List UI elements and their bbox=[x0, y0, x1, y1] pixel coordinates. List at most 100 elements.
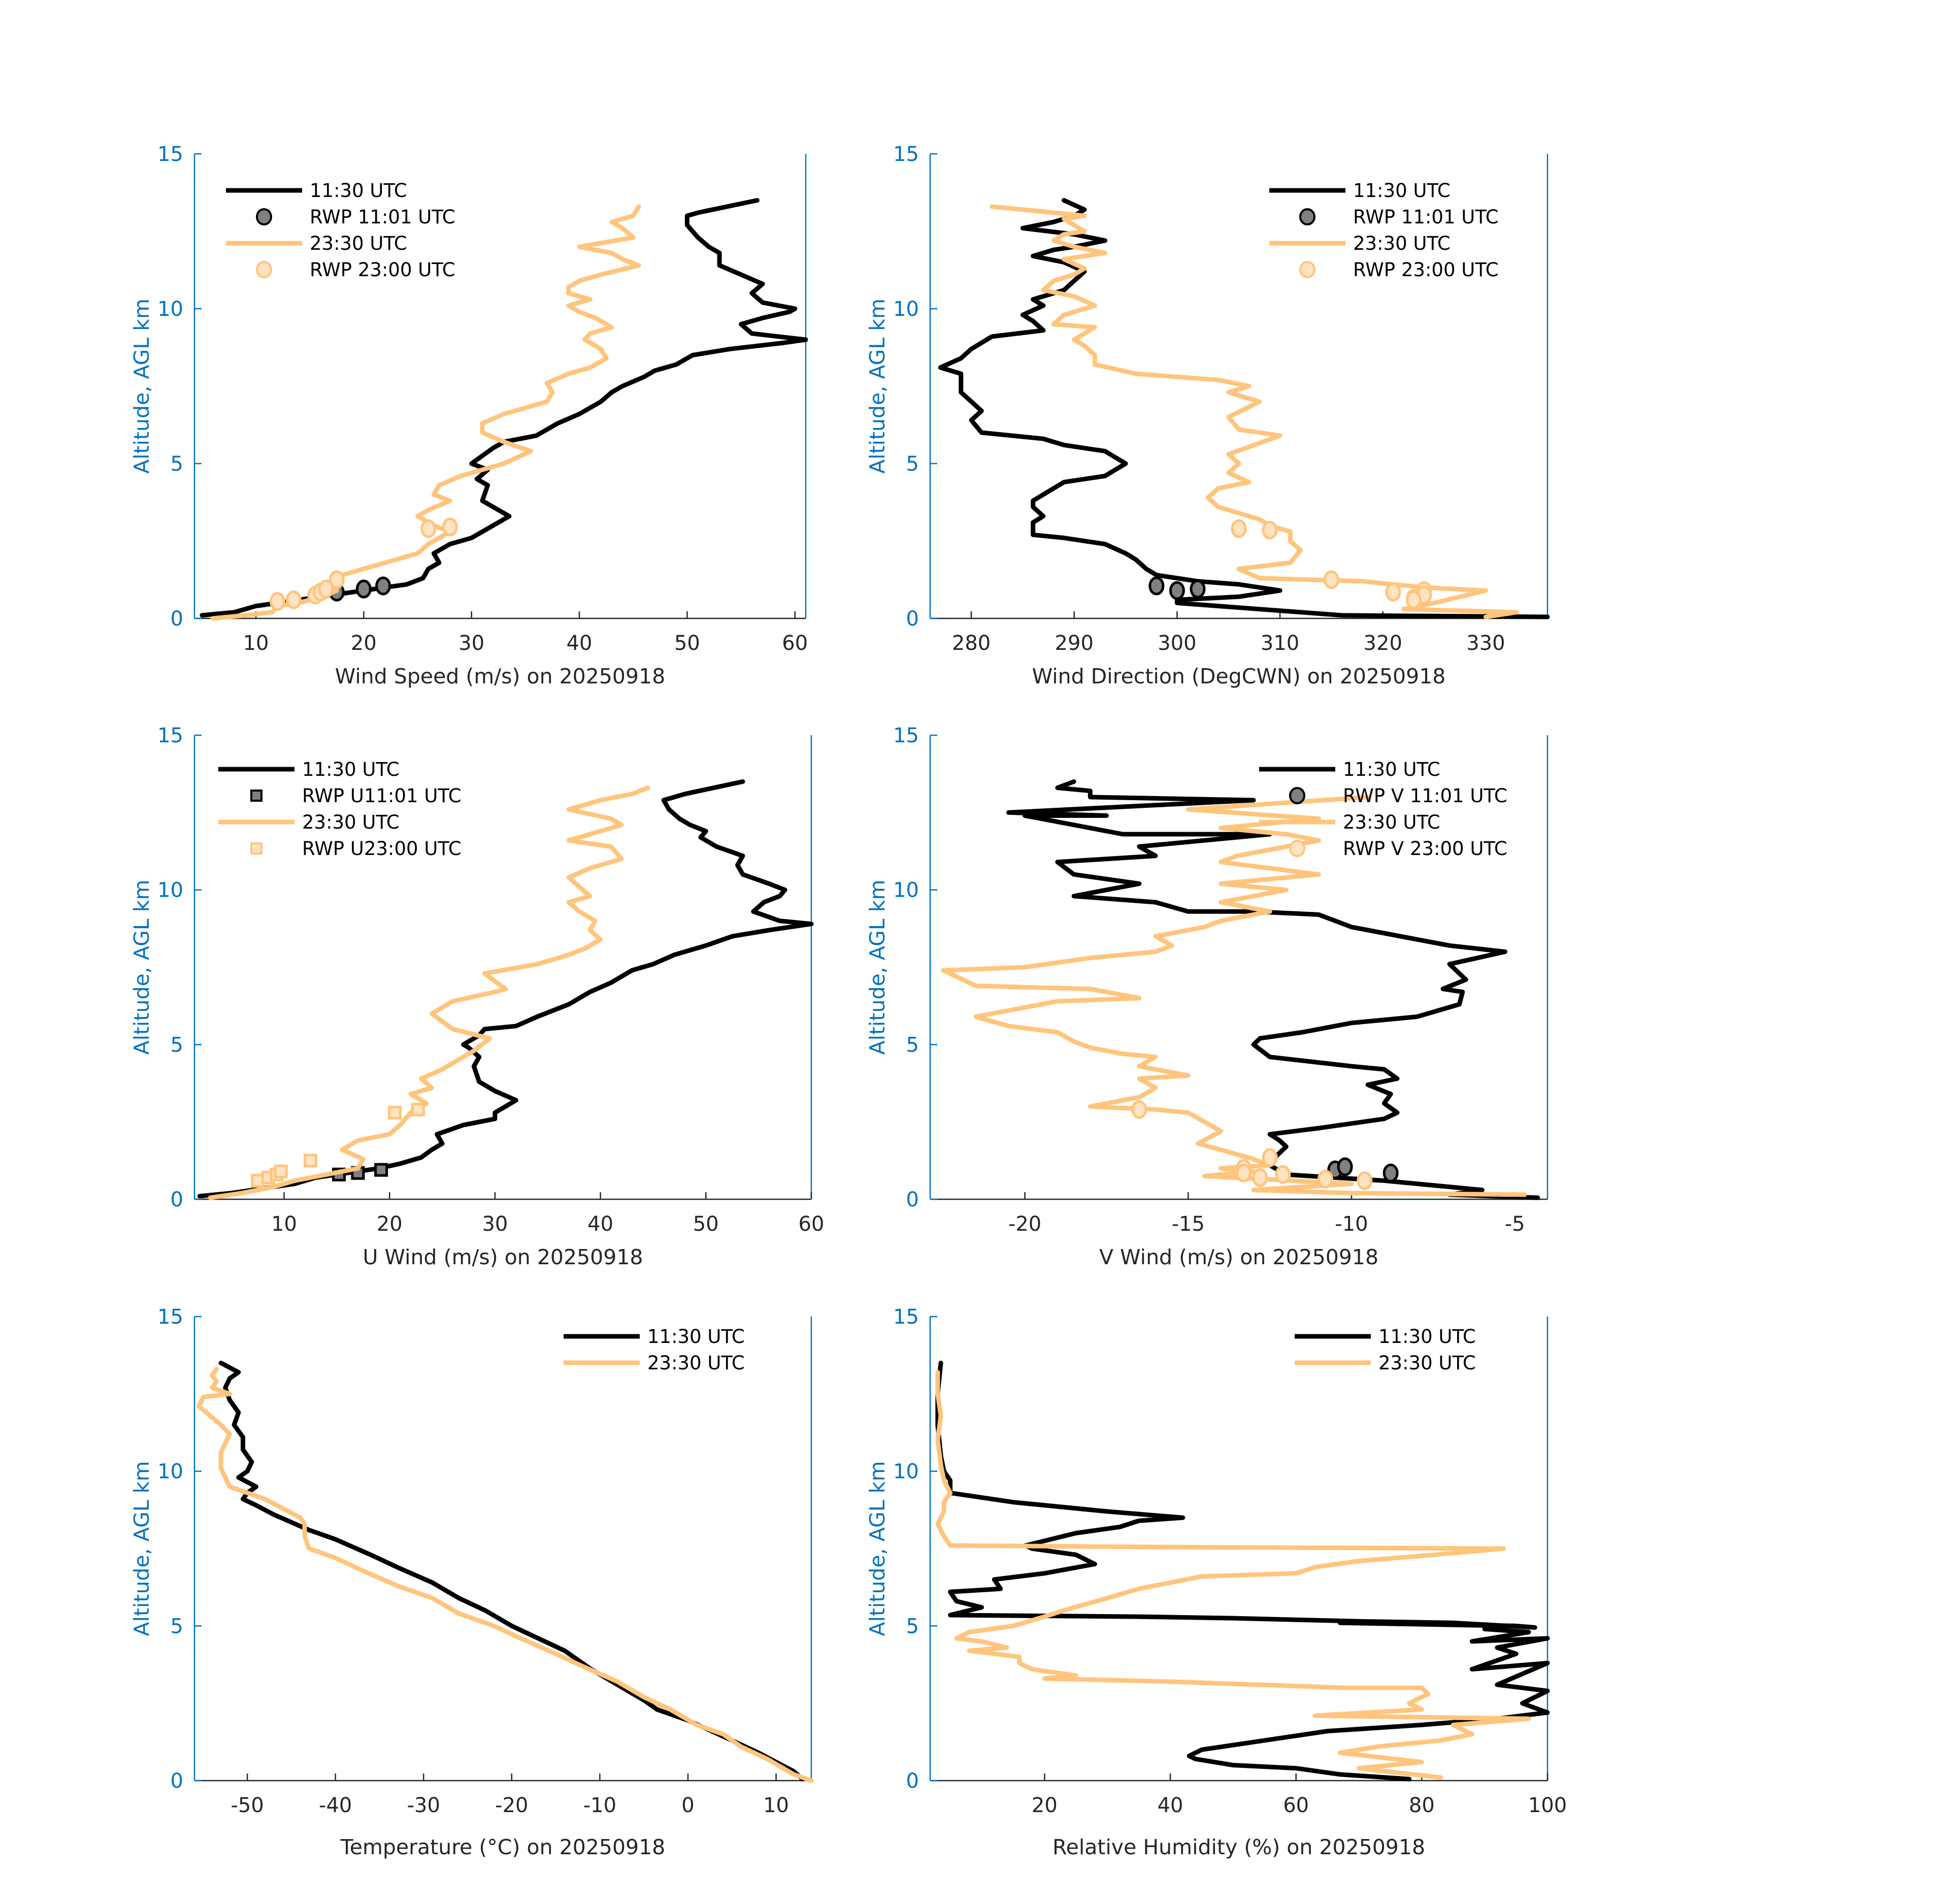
series-line-23-30-utc bbox=[208, 785, 650, 1200]
x-tick-label: -20 bbox=[1008, 1212, 1041, 1236]
x-tick-label: 320 bbox=[1364, 632, 1402, 655]
plot-area bbox=[935, 1360, 1550, 1782]
legend-label: 23:30 UTC bbox=[1353, 233, 1451, 254]
y-axis-label: Altitude, AGL km bbox=[865, 880, 890, 1055]
x-tick-label: -15 bbox=[1172, 1212, 1205, 1236]
x-tick-label: 60 bbox=[782, 632, 808, 655]
panel-wind-direction: 0 5 10 15 280 290 300 310 320 330 Wind Direction (… bbox=[865, 143, 1550, 688]
series-line-23-30-utc bbox=[935, 1370, 1531, 1780]
x-tick-label: -50 bbox=[231, 1794, 264, 1817]
rwp-marker bbox=[1406, 590, 1422, 609]
y-axis-label: Altitude, AGL km bbox=[865, 299, 890, 474]
rwp-marker bbox=[375, 576, 391, 596]
y-tick-label: 5 bbox=[906, 1033, 919, 1057]
legend-circle-swatch bbox=[256, 208, 272, 225]
rwp-marker bbox=[1262, 1148, 1278, 1167]
series-line-23-30-utc bbox=[941, 795, 1527, 1197]
legend-label: RWP 11:01 UTC bbox=[310, 206, 455, 228]
x-tick-label: 310 bbox=[1261, 632, 1299, 655]
y-tick-label: 10 bbox=[157, 298, 183, 321]
y-tick-label: 10 bbox=[893, 1460, 919, 1484]
rwp-marker bbox=[374, 1163, 388, 1177]
y-tick-label: 10 bbox=[893, 298, 919, 321]
plot-area bbox=[938, 198, 1550, 619]
y-tick-label: 15 bbox=[157, 143, 183, 166]
legend-label: 23:30 UTC bbox=[1343, 811, 1440, 833]
panel-v-wind: 0 5 10 15 -20 -15 -10 -5 V Wind (m/s) on 2025091… bbox=[865, 724, 1549, 1269]
legend-label: 11:30 UTC bbox=[1343, 759, 1440, 780]
legend-label: 23:30 UTC bbox=[647, 1352, 745, 1374]
y-tick-label: 10 bbox=[893, 879, 919, 902]
x-tick-label: 300 bbox=[1158, 632, 1196, 655]
legend-square-swatch bbox=[250, 842, 262, 855]
x-tick-label: -10 bbox=[583, 1794, 616, 1817]
x-tick-label: 50 bbox=[693, 1212, 719, 1236]
legend-circle-swatch bbox=[1299, 208, 1315, 225]
y-tick-label: 15 bbox=[893, 1305, 919, 1329]
y-axis-label: Altitude, AGL km bbox=[129, 299, 154, 474]
x-tick-label: 280 bbox=[952, 632, 991, 655]
x-tick-label: 40 bbox=[1158, 1794, 1183, 1817]
legend-label: 11:30 UTC bbox=[310, 180, 407, 202]
x-tick-label: 20 bbox=[351, 632, 377, 655]
x-axis-label: V Wind (m/s) on 20250918 bbox=[1099, 1245, 1378, 1269]
rwp-marker bbox=[1317, 1169, 1333, 1189]
x-tick-label: -30 bbox=[407, 1794, 440, 1817]
x-tick-label: -20 bbox=[495, 1794, 528, 1817]
legend-label: 23:30 UTC bbox=[310, 233, 407, 254]
legend: 11:30 UTC 23:30 UTC bbox=[1295, 1326, 1476, 1374]
rwp-marker bbox=[303, 1154, 317, 1168]
x-axis-label: Temperature (°C) on 20250918 bbox=[340, 1835, 666, 1859]
rwp-marker bbox=[1383, 1163, 1399, 1183]
legend-square-swatch bbox=[250, 790, 262, 802]
legend-label: RWP 23:00 UTC bbox=[310, 259, 455, 281]
rwp-marker bbox=[1262, 520, 1278, 540]
y-tick-label: 0 bbox=[171, 1769, 183, 1793]
y-tick-label: 15 bbox=[157, 1305, 183, 1329]
rwp-marker bbox=[355, 579, 372, 599]
legend-label: RWP 23:00 UTC bbox=[1353, 259, 1499, 281]
x-tick-label: 50 bbox=[674, 632, 700, 655]
legend-circle-swatch bbox=[1299, 261, 1315, 278]
y-tick-label: 0 bbox=[906, 1188, 919, 1211]
legend-circle-swatch bbox=[1289, 787, 1305, 804]
rwp-marker bbox=[1148, 576, 1165, 596]
x-tick-label: 10 bbox=[243, 632, 269, 655]
series-line-11-30-utc bbox=[935, 1360, 1550, 1782]
x-tick-label: 80 bbox=[1409, 1794, 1435, 1817]
rwp-marker bbox=[1275, 1165, 1291, 1184]
y-tick-label: 15 bbox=[893, 724, 919, 747]
x-tick-label: -5 bbox=[1505, 1212, 1525, 1236]
series-line-11-30-utc bbox=[200, 198, 808, 618]
series-line-11-30-utc bbox=[197, 779, 814, 1199]
legend: 11:30 UTC RWP V 11:01 UTC 23:30 UTC RWP V 2… bbox=[1259, 759, 1507, 860]
y-tick-label: 0 bbox=[906, 1769, 919, 1793]
x-tick-label: 40 bbox=[587, 1212, 613, 1236]
x-axis-label: Relative Humidity (%) on 20250918 bbox=[1052, 1835, 1425, 1859]
rwp-marker bbox=[1252, 1168, 1268, 1187]
rwp-marker bbox=[1337, 1157, 1353, 1176]
x-tick-label: 40 bbox=[567, 632, 593, 655]
panel-u-wind: 0 5 10 15 10 20 30 40 50 60 U Wind (m/s) on 202509… bbox=[129, 724, 824, 1269]
plot-area bbox=[196, 1360, 814, 1783]
y-tick-label: 0 bbox=[906, 607, 919, 631]
x-tick-label: 60 bbox=[799, 1212, 825, 1236]
rwp-marker bbox=[285, 590, 302, 609]
legend: 11:30 UTC RWP 11:01 UTC 23:30 UTC RWP 23:00… bbox=[226, 180, 455, 281]
x-tick-label: 30 bbox=[458, 632, 484, 655]
legend-label: 11:30 UTC bbox=[302, 759, 400, 780]
rwp-marker bbox=[1131, 1100, 1147, 1119]
rwp-marker bbox=[270, 592, 286, 611]
plot-area bbox=[197, 779, 814, 1200]
y-tick-label: 10 bbox=[157, 1460, 183, 1484]
legend-circle-swatch bbox=[1289, 840, 1305, 857]
legend-label: 11:30 UTC bbox=[647, 1326, 745, 1348]
rwp-marker bbox=[388, 1105, 402, 1120]
panel-relative-humidity: 0 5 10 15 20 40 60 80 100 Relative Humidity (%) o… bbox=[865, 1305, 1567, 1859]
series-line-11-30-utc bbox=[938, 198, 1550, 619]
x-tick-label: 0 bbox=[681, 1794, 694, 1817]
rwp-marker bbox=[442, 517, 458, 537]
plot-area bbox=[200, 198, 808, 621]
panel-temperature: 0 5 10 15 -50 -40 -30 -20 -10 0 10 Temperature (°C)… bbox=[129, 1305, 814, 1859]
x-tick-label: 10 bbox=[763, 1794, 789, 1817]
